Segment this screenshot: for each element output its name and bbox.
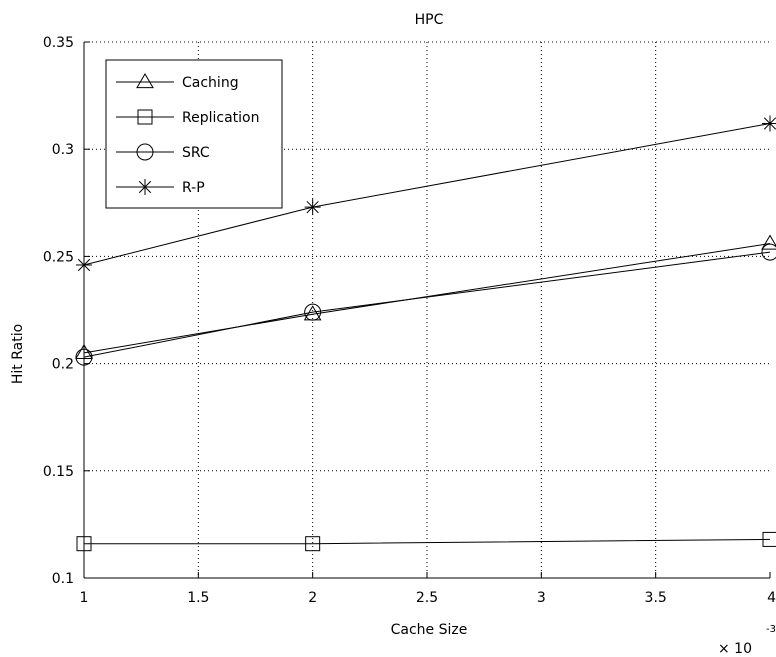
- legend-item-r-p: R-P: [116, 179, 205, 196]
- x-tick-label: 1: [80, 590, 89, 606]
- legend-item-src: SRC: [116, 143, 210, 161]
- data-point-replication: [762, 531, 776, 547]
- star-stroke: [138, 180, 152, 194]
- x-tick-label: 2.5: [416, 590, 438, 606]
- legend-label: Caching: [182, 75, 239, 91]
- y-axis-label: Hit Ratio: [10, 324, 26, 384]
- chart-title: HPC: [415, 12, 444, 28]
- data-point-r-p: [304, 199, 321, 216]
- series-src: [75, 243, 776, 366]
- legend-marker: [136, 73, 154, 89]
- grid-layer: [84, 41, 770, 578]
- legend-box: [105, 59, 283, 209]
- y-tick-label: 0.1: [52, 571, 74, 587]
- series-replication: [76, 531, 776, 552]
- y-tick-label: 0.35: [43, 35, 74, 51]
- star-stroke: [306, 200, 319, 214]
- data-point-replication: [305, 536, 321, 552]
- data-point-r-p: [762, 115, 776, 132]
- x-tick-label: 2: [308, 590, 317, 606]
- series-line-replication: [84, 538, 771, 545]
- legend-marker: [137, 179, 153, 195]
- legend: Caching Replication SRC R-P: [105, 59, 283, 209]
- legend-item-caching: Caching: [116, 73, 239, 91]
- x-tick-label: 1.5: [187, 590, 209, 606]
- series-r-p: [76, 115, 776, 273]
- y-tick-label: 0.25: [43, 249, 74, 265]
- x-tick-label: 3: [537, 590, 546, 606]
- legend-label: R-P: [182, 180, 205, 196]
- legend-label: Replication: [182, 110, 259, 126]
- x-axis-label: Cache Size: [391, 622, 468, 638]
- data-point-caching: [75, 343, 93, 359]
- legend-item-replication: Replication: [116, 109, 259, 126]
- ticks-layer: 1 1.5 2 2.5 3 3.5 4 0.1 0.15 0.2 0.25 0.3 0.35: [43, 35, 776, 606]
- series-line-caching: [83, 243, 771, 354]
- data-point-r-p: [76, 256, 92, 273]
- x-exponent-base: × 10: [718, 641, 752, 657]
- y-tick-label: 0.15: [43, 464, 74, 480]
- legend-marker: [137, 109, 153, 125]
- star-stroke: [763, 117, 776, 130]
- legend-label: SRC: [182, 145, 210, 161]
- legend-marker: [136, 143, 154, 161]
- data-point-src: [304, 303, 322, 321]
- star-stroke: [77, 258, 91, 272]
- x-tick-label: 3.5: [645, 590, 667, 606]
- y-tick-label: 0.3: [52, 142, 74, 158]
- data-point-caching: [761, 234, 776, 250]
- data-point-src: [75, 348, 93, 366]
- x-exponent-power: -3: [766, 624, 776, 635]
- series-layer: [75, 115, 776, 552]
- y-tick-label: 0.2: [52, 357, 74, 373]
- data-point-src: [761, 243, 776, 261]
- series-line-src: [83, 251, 771, 358]
- x-tick-label: 4: [767, 590, 776, 606]
- data-point-replication: [76, 536, 92, 552]
